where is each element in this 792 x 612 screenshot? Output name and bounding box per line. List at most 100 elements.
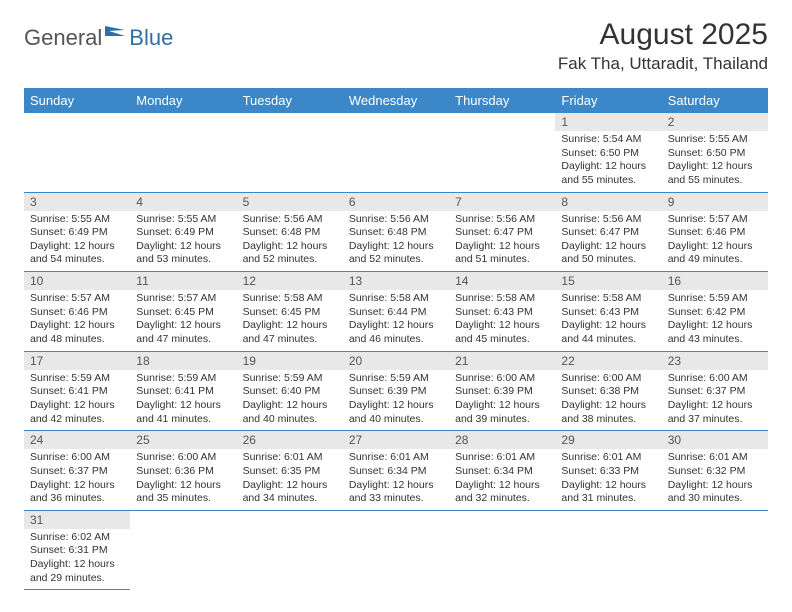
calendar-body: ..........1Sunrise: 5:54 AMSunset: 6:50 … [24,113,768,590]
calendar-cell: 16Sunrise: 5:59 AMSunset: 6:42 PMDayligh… [662,272,768,352]
calendar-cell: 27Sunrise: 6:01 AMSunset: 6:34 PMDayligh… [343,431,449,511]
day-number: 9 [662,193,768,211]
weekday-header: Wednesday [343,88,449,113]
calendar-table: SundayMondayTuesdayWednesdayThursdayFrid… [24,88,768,590]
day-details: Sunrise: 6:01 AMSunset: 6:35 PMDaylight:… [237,449,343,510]
calendar-cell: 10Sunrise: 5:57 AMSunset: 6:46 PMDayligh… [24,272,130,352]
weekday-header: Monday [130,88,236,113]
calendar-cell: 14Sunrise: 5:58 AMSunset: 6:43 PMDayligh… [449,272,555,352]
calendar-cell: 13Sunrise: 5:58 AMSunset: 6:44 PMDayligh… [343,272,449,352]
day-number: 7 [449,193,555,211]
calendar-cell: 30Sunrise: 6:01 AMSunset: 6:32 PMDayligh… [662,431,768,511]
calendar-cell: 25Sunrise: 6:00 AMSunset: 6:36 PMDayligh… [130,431,236,511]
day-details: Sunrise: 6:00 AMSunset: 6:38 PMDaylight:… [555,370,661,431]
calendar-cell [237,510,343,590]
calendar-row: 31Sunrise: 6:02 AMSunset: 6:31 PMDayligh… [24,510,768,590]
calendar-cell: 7Sunrise: 5:56 AMSunset: 6:47 PMDaylight… [449,192,555,272]
day-details: Sunrise: 6:00 AMSunset: 6:37 PMDaylight:… [24,449,130,510]
location: Fak Tha, Uttaradit, Thailand [558,54,768,74]
weekday-header-row: SundayMondayTuesdayWednesdayThursdayFrid… [24,88,768,113]
day-number: 22 [555,352,661,370]
day-details: Sunrise: 5:58 AMSunset: 6:43 PMDaylight:… [555,290,661,351]
day-number: 28 [449,431,555,449]
day-details: Sunrise: 5:59 AMSunset: 6:42 PMDaylight:… [662,290,768,351]
day-details: Sunrise: 5:56 AMSunset: 6:47 PMDaylight:… [555,211,661,272]
calendar-cell: 8Sunrise: 5:56 AMSunset: 6:47 PMDaylight… [555,192,661,272]
logo-text-blue: Blue [129,25,173,51]
calendar-cell: .. [237,113,343,192]
day-number: 17 [24,352,130,370]
day-details: Sunrise: 5:58 AMSunset: 6:45 PMDaylight:… [237,290,343,351]
calendar-cell: 23Sunrise: 6:00 AMSunset: 6:37 PMDayligh… [662,351,768,431]
day-details: Sunrise: 5:57 AMSunset: 6:46 PMDaylight:… [662,211,768,272]
calendar-row: 17Sunrise: 5:59 AMSunset: 6:41 PMDayligh… [24,351,768,431]
day-details: Sunrise: 5:59 AMSunset: 6:39 PMDaylight:… [343,370,449,431]
calendar-cell: 20Sunrise: 5:59 AMSunset: 6:39 PMDayligh… [343,351,449,431]
calendar-cell: 4Sunrise: 5:55 AMSunset: 6:49 PMDaylight… [130,192,236,272]
calendar-cell: .. [343,113,449,192]
day-number: 6 [343,193,449,211]
day-details: Sunrise: 5:56 AMSunset: 6:48 PMDaylight:… [237,211,343,272]
day-number: 16 [662,272,768,290]
weekday-header: Tuesday [237,88,343,113]
calendar-cell: 11Sunrise: 5:57 AMSunset: 6:45 PMDayligh… [130,272,236,352]
page-title: August 2025 [558,18,768,52]
calendar-cell: 15Sunrise: 5:58 AMSunset: 6:43 PMDayligh… [555,272,661,352]
day-details: Sunrise: 5:59 AMSunset: 6:41 PMDaylight:… [24,370,130,431]
day-number: 31 [24,511,130,529]
day-details: Sunrise: 6:01 AMSunset: 6:34 PMDaylight:… [343,449,449,510]
day-number: 23 [662,352,768,370]
day-number: 2 [662,113,768,131]
day-number: 12 [237,272,343,290]
calendar-cell: 6Sunrise: 5:56 AMSunset: 6:48 PMDaylight… [343,192,449,272]
day-details: Sunrise: 6:01 AMSunset: 6:33 PMDaylight:… [555,449,661,510]
day-number: 24 [24,431,130,449]
title-block: August 2025 Fak Tha, Uttaradit, Thailand [558,18,768,74]
day-details: Sunrise: 5:55 AMSunset: 6:49 PMDaylight:… [130,211,236,272]
day-number: 1 [555,113,661,131]
calendar-cell: 17Sunrise: 5:59 AMSunset: 6:41 PMDayligh… [24,351,130,431]
day-number: 25 [130,431,236,449]
day-number: 4 [130,193,236,211]
calendar-cell [343,510,449,590]
day-number: 14 [449,272,555,290]
weekday-header: Thursday [449,88,555,113]
calendar-cell: 24Sunrise: 6:00 AMSunset: 6:37 PMDayligh… [24,431,130,511]
day-number: 27 [343,431,449,449]
weekday-header: Friday [555,88,661,113]
day-number: 18 [130,352,236,370]
day-number: 29 [555,431,661,449]
day-details: Sunrise: 6:02 AMSunset: 6:31 PMDaylight:… [24,529,130,590]
day-number: 21 [449,352,555,370]
weekday-header: Saturday [662,88,768,113]
calendar-row: ..........1Sunrise: 5:54 AMSunset: 6:50 … [24,113,768,192]
day-number: 3 [24,193,130,211]
day-number: 19 [237,352,343,370]
day-details: Sunrise: 5:55 AMSunset: 6:50 PMDaylight:… [662,131,768,192]
day-details: Sunrise: 5:54 AMSunset: 6:50 PMDaylight:… [555,131,661,192]
calendar-cell: 18Sunrise: 5:59 AMSunset: 6:41 PMDayligh… [130,351,236,431]
day-details: Sunrise: 6:00 AMSunset: 6:37 PMDaylight:… [662,370,768,431]
calendar-cell: 1Sunrise: 5:54 AMSunset: 6:50 PMDaylight… [555,113,661,192]
day-number: 26 [237,431,343,449]
day-details: Sunrise: 5:57 AMSunset: 6:46 PMDaylight:… [24,290,130,351]
day-number: 13 [343,272,449,290]
weekday-header: Sunday [24,88,130,113]
logo-text-general: General [24,25,102,51]
day-details: Sunrise: 6:00 AMSunset: 6:36 PMDaylight:… [130,449,236,510]
day-details: Sunrise: 5:55 AMSunset: 6:49 PMDaylight:… [24,211,130,272]
day-details: Sunrise: 6:01 AMSunset: 6:34 PMDaylight:… [449,449,555,510]
calendar-cell: .. [130,113,236,192]
calendar-cell: 29Sunrise: 6:01 AMSunset: 6:33 PMDayligh… [555,431,661,511]
calendar-cell: 2Sunrise: 5:55 AMSunset: 6:50 PMDaylight… [662,113,768,192]
calendar-cell [662,510,768,590]
calendar-cell: .. [449,113,555,192]
day-number: 10 [24,272,130,290]
day-details: Sunrise: 5:57 AMSunset: 6:45 PMDaylight:… [130,290,236,351]
day-number: 8 [555,193,661,211]
calendar-cell: 22Sunrise: 6:00 AMSunset: 6:38 PMDayligh… [555,351,661,431]
calendar-cell [555,510,661,590]
calendar-cell: 9Sunrise: 5:57 AMSunset: 6:46 PMDaylight… [662,192,768,272]
calendar-cell: .. [24,113,130,192]
day-details: Sunrise: 6:01 AMSunset: 6:32 PMDaylight:… [662,449,768,510]
